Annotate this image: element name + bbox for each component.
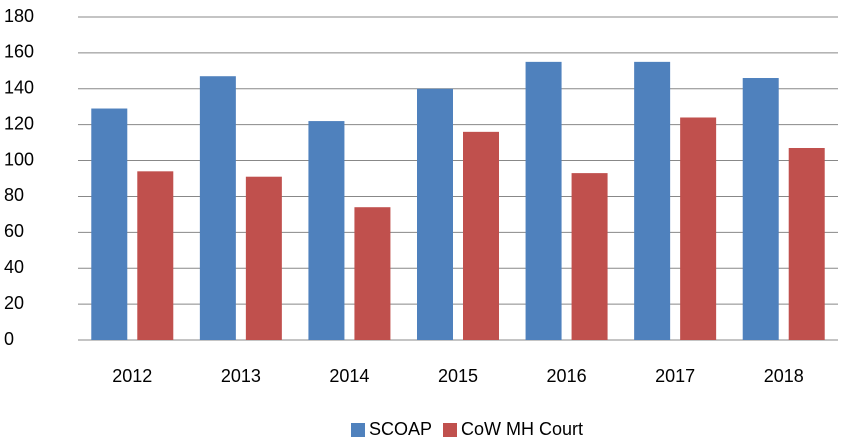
y-tick-label: 40 bbox=[4, 257, 24, 277]
x-tick-label: 2017 bbox=[655, 366, 695, 386]
legend-swatch bbox=[351, 423, 365, 437]
bar bbox=[354, 207, 391, 340]
bar bbox=[308, 121, 345, 340]
x-tick-label: 2015 bbox=[438, 366, 478, 386]
y-tick-label: 180 bbox=[4, 6, 34, 26]
bar bbox=[680, 117, 717, 340]
bar bbox=[788, 147, 825, 340]
bar bbox=[137, 171, 174, 340]
bar bbox=[742, 78, 779, 340]
x-tick-label: 2016 bbox=[547, 366, 587, 386]
bar bbox=[417, 88, 453, 341]
y-tick-label: 20 bbox=[4, 293, 24, 313]
x-tick-label: 2013 bbox=[221, 366, 261, 386]
y-tick-label: 0 bbox=[4, 329, 14, 349]
bar bbox=[91, 108, 128, 341]
bar bbox=[525, 61, 562, 340]
bar bbox=[571, 173, 608, 340]
y-tick-label: 160 bbox=[4, 42, 34, 62]
legend-label: CoW MH Court bbox=[461, 419, 583, 439]
bar bbox=[199, 76, 236, 340]
y-tick-label: 140 bbox=[4, 78, 34, 98]
legend-label: SCOAP bbox=[369, 419, 432, 439]
y-tick-label: 60 bbox=[4, 221, 24, 241]
y-tick-label: 120 bbox=[4, 113, 34, 133]
x-tick-label: 2018 bbox=[764, 366, 804, 386]
legend-swatch bbox=[443, 423, 457, 437]
bar bbox=[634, 61, 671, 340]
bar bbox=[245, 176, 282, 340]
x-tick-label: 2012 bbox=[112, 366, 152, 386]
y-tick-label: 80 bbox=[4, 185, 24, 205]
y-tick-label: 100 bbox=[4, 149, 34, 169]
bar bbox=[463, 131, 499, 340]
x-tick-label: 2014 bbox=[329, 366, 369, 386]
